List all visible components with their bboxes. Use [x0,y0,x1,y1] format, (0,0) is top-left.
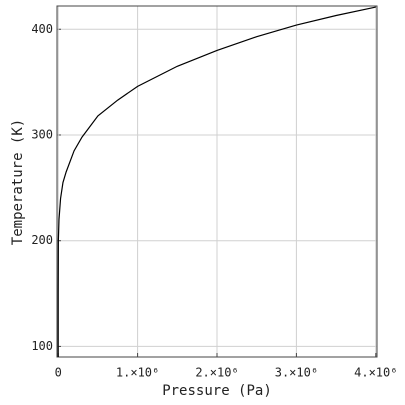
data-line [57,6,376,357]
x-tick-label: 1.×10⁶ [116,366,159,380]
x-tick-label: 4.×10⁶ [354,366,397,380]
y-tick-label: 200 [31,233,53,247]
x-axis-title: Pressure (Pa) [162,383,272,399]
plot-frame [56,5,378,358]
y-tick-label: 300 [31,127,53,141]
x-tick-label: 2.×10⁶ [195,366,238,380]
x-tick-label: 3.×10⁶ [275,366,318,380]
y-tick-label: 400 [31,22,53,36]
x-tick-label: 0 [55,366,62,380]
y-axis-title: Temperature (K) [10,119,26,245]
y-tick-label: 100 [31,339,53,353]
